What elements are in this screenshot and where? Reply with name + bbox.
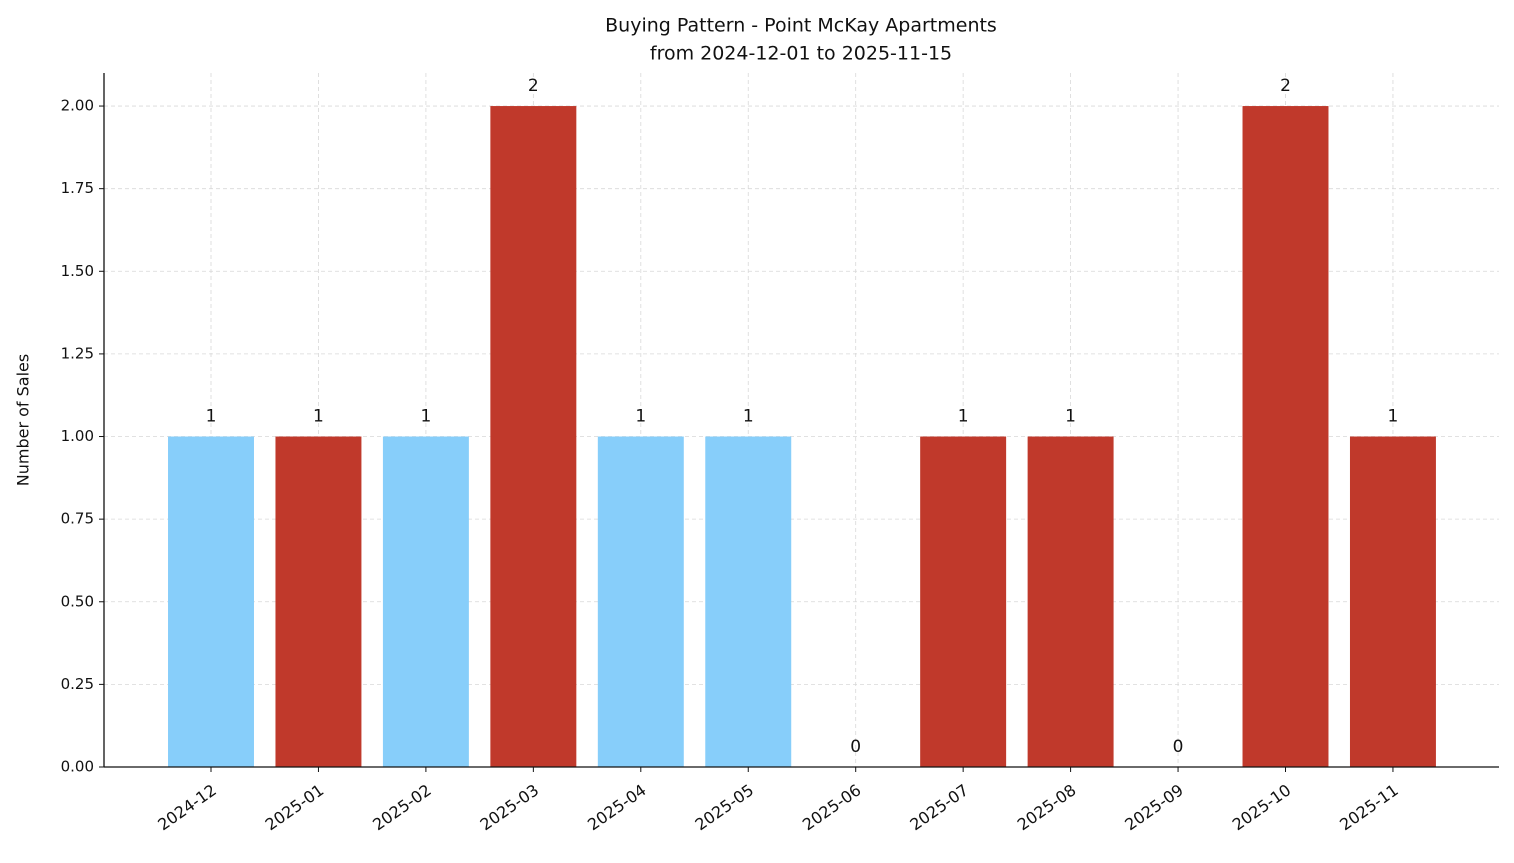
value-label: 1 xyxy=(635,407,646,427)
y-tick-label: 1.00 xyxy=(61,427,94,445)
x-tick-label: 2025-11 xyxy=(1336,780,1402,834)
bar xyxy=(1349,436,1436,767)
value-label: 1 xyxy=(313,407,324,427)
x-tick-label: 2025-07 xyxy=(906,780,972,834)
bar xyxy=(382,436,469,767)
bar xyxy=(920,436,1007,767)
x-tick-label: 2025-05 xyxy=(691,780,757,834)
bar xyxy=(597,436,684,767)
bar xyxy=(490,106,577,768)
value-label: 2 xyxy=(528,76,539,96)
bar xyxy=(275,436,362,767)
y-tick-label: 0.25 xyxy=(61,675,94,693)
x-tick-label: 2024-12 xyxy=(154,780,220,834)
bar xyxy=(168,436,254,767)
value-label: 0 xyxy=(850,737,861,757)
x-tick-label: 2025-02 xyxy=(369,780,435,834)
value-label: 1 xyxy=(1065,407,1076,427)
y-tick-label: 0.75 xyxy=(61,510,94,528)
x-tick-label: 2025-06 xyxy=(799,780,865,834)
y-tick-label: 1.50 xyxy=(61,262,94,280)
y-tick-label: 0.50 xyxy=(61,592,94,610)
bar xyxy=(705,436,792,767)
value-label: 1 xyxy=(1388,407,1399,427)
y-tick-label: 1.25 xyxy=(61,344,94,362)
bar xyxy=(1242,106,1329,768)
value-label: 1 xyxy=(206,407,217,427)
x-tick-label: 2025-01 xyxy=(262,780,328,834)
value-label: 1 xyxy=(420,407,431,427)
y-tick-label: 0.00 xyxy=(61,758,94,776)
value-label: 2 xyxy=(1280,76,1291,96)
x-tick-label: 2025-03 xyxy=(477,780,543,834)
chart-subtitle: from 2024-12-01 to 2025-11-15 xyxy=(650,43,952,65)
y-tick-label: 1.75 xyxy=(61,179,94,197)
value-label: 0 xyxy=(1173,737,1184,757)
x-tick-label: 2025-09 xyxy=(1121,780,1187,834)
bar xyxy=(1027,436,1114,767)
value-label: 1 xyxy=(958,407,969,427)
value-label: 1 xyxy=(743,407,754,427)
y-tick-label: 2.00 xyxy=(61,97,94,115)
y-axis-label: Number of Sales xyxy=(14,354,33,486)
x-tick-label: 2025-04 xyxy=(584,780,650,834)
x-tick-label: 2025-10 xyxy=(1229,780,1295,834)
x-tick-label: 2025-08 xyxy=(1014,780,1080,834)
chart-title: Buying Pattern - Point McKay Apartments xyxy=(605,15,997,37)
